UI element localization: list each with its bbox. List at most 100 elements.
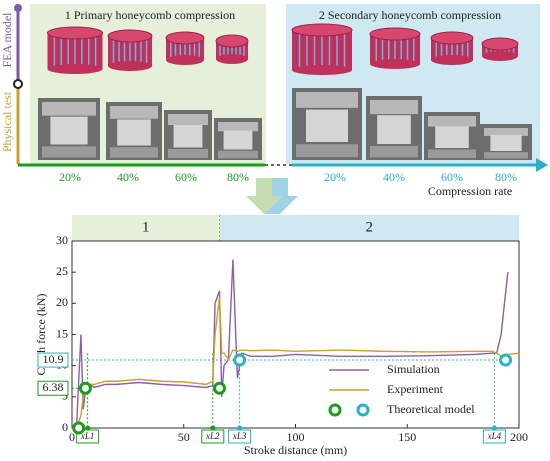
model-bottom [166,55,204,65]
photo-sample [223,130,253,150]
label-box [482,429,506,444]
panel-title: 1 Primary honeycomb compression [65,8,235,22]
model-top [369,27,421,41]
legend-label: Simulation [387,362,440,376]
region-label: 2 [366,219,374,235]
y-tick-label: 20 [56,295,68,309]
rate-label: 40% [117,170,139,184]
model-bottom [47,64,103,74]
rate-label: 60% [441,170,463,184]
x-tick-label: 200 [510,430,528,444]
photo-base [370,145,418,158]
theory-point [78,381,92,395]
force-label: 10.9 [43,352,64,366]
x-marker-label: xL2 [205,431,220,441]
x-tick-label: 100 [287,430,305,444]
model-top [481,37,519,51]
photo-base [296,144,358,158]
model-bottom [292,65,352,75]
region-band [72,215,220,241]
photo-sample [435,126,469,148]
theory-point [233,353,247,367]
photo-plate [484,128,528,136]
model-top [165,31,205,45]
photo-base [484,152,528,159]
legend-label: Experiment [387,382,444,396]
axis-label: Compression rate [428,184,512,198]
model-top [430,31,474,45]
label-box [37,380,69,396]
rate-label: 40% [383,170,405,184]
photo-base [168,149,208,158]
legend-swatch [328,403,342,417]
legend-label: Theoretical model [387,402,475,416]
photo-plate [168,114,208,125]
x-tick-label: 0 [69,430,75,444]
label-box [37,352,69,368]
photo-base [218,150,258,159]
x-marker-label: xL1 [80,431,95,441]
model-bottom [431,55,473,65]
photo-plate [370,100,418,115]
marker-dot [491,425,497,431]
x-marker-label: xL3 [232,431,247,441]
photo-sample [117,119,151,146]
force-label: 6.38 [43,380,64,394]
rate-label: 60% [175,170,197,184]
marker-dot [85,425,91,431]
rate-label: 20% [324,170,346,184]
marker-dot [210,425,216,431]
photo-plate [296,92,358,108]
model-bottom [108,61,152,71]
photo-base [42,146,96,158]
photo-sample [50,116,88,145]
marker-dot [237,425,243,431]
y-tick-label: 30 [56,233,68,247]
model-bottom [216,54,248,64]
rate-label: 80% [495,170,517,184]
panel-title: 2 Secondary honeycomb compression [319,8,501,22]
side-label: FEA model [0,12,14,68]
photo-sample [173,125,203,148]
y-tick-label: 15 [56,326,68,340]
side-dot [14,4,22,12]
x-axis-label: Stroke distance (mm) [244,443,347,457]
theory-point [499,353,513,367]
y-tick-label: 0 [62,420,68,434]
side-dot [13,79,23,89]
photo-plate [218,122,258,132]
series-line [72,259,509,429]
photo-base [110,147,158,158]
model-top [107,29,153,43]
photo-sample [306,109,348,142]
model-top [215,34,249,48]
model-top [47,26,103,40]
model-bottom [482,51,518,61]
label-box [201,429,225,444]
rate-label: 20% [59,170,81,184]
model-top [291,23,353,37]
x-marker-label: xL4 [487,431,502,441]
y-tick-label: 25 [56,264,68,278]
photo-plate [428,116,476,127]
x-tick-label: 50 [178,430,190,444]
photo-plate [42,102,96,116]
photo-sample [490,134,522,151]
region-band [219,215,519,241]
legend-swatch [356,403,370,417]
label-box [228,429,252,444]
theory-point [72,421,86,435]
theory-point [213,381,227,395]
x-tick-label: 150 [398,430,416,444]
side-label: Physical test [0,91,14,152]
region-label: 1 [142,219,150,235]
model-bottom [370,59,420,69]
photo-base [428,149,476,159]
plot-frame [71,240,520,429]
arrow-head [536,158,548,172]
down-arrow [264,178,298,214]
rate-label: 80% [227,170,249,184]
photo-plate [110,106,158,119]
series-line [72,297,520,429]
